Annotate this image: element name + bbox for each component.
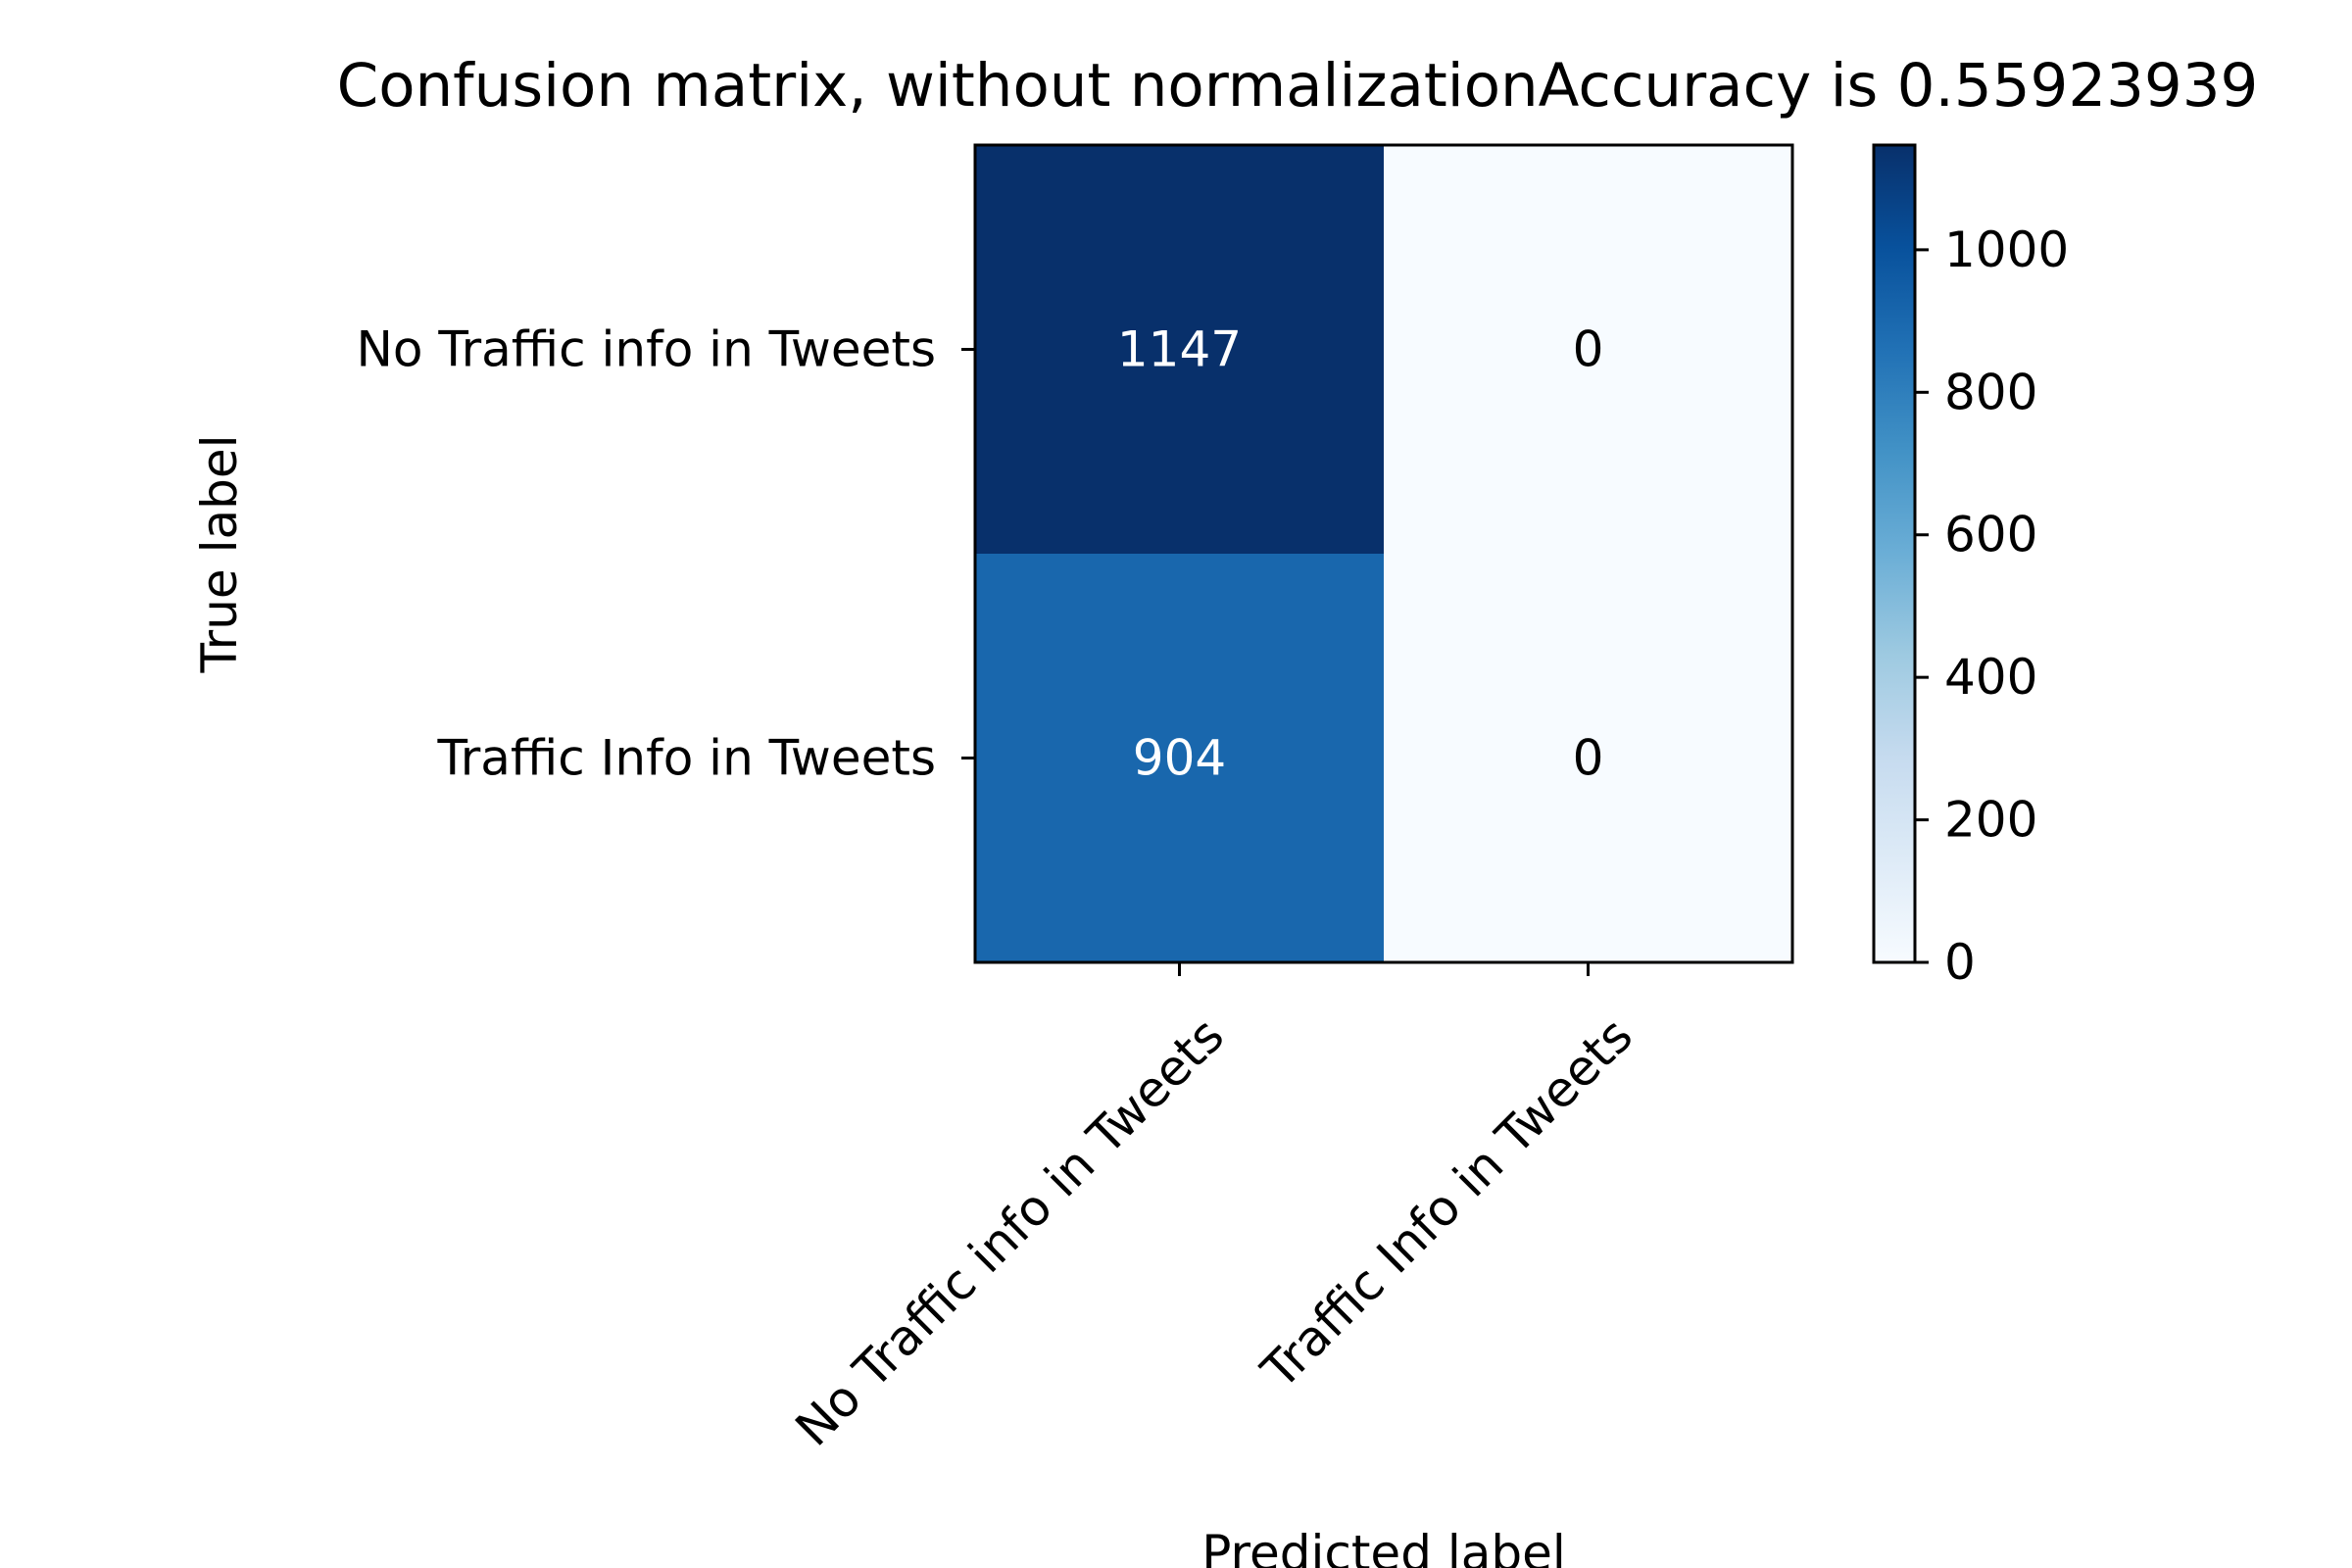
colorbar-tick-label: 800 bbox=[1944, 364, 2037, 420]
colorbar-frame bbox=[1872, 143, 1917, 964]
cell-value-label: 904 bbox=[1133, 730, 1226, 787]
colorbar-tick-label: 1000 bbox=[1944, 221, 2069, 278]
colorbar-tick-label: 400 bbox=[1944, 649, 2037, 706]
cell-value-label: 0 bbox=[1573, 321, 1604, 378]
heatmap-cell-r0-c0 bbox=[975, 145, 1384, 554]
heatmap-cells bbox=[975, 145, 1792, 962]
y-tick-label: No Traffic info in Tweets bbox=[357, 321, 936, 378]
heatmap-cell-r0-c1 bbox=[1384, 145, 1792, 554]
y-tick-label: Traffic Info in Tweets bbox=[437, 730, 936, 787]
chart-title: Confusion matrix, without normalizationA… bbox=[337, 51, 2259, 121]
plot-frame bbox=[973, 143, 1794, 964]
y-axis-label: True label bbox=[191, 434, 248, 673]
cell-value-labels: 1147 0 904 0 bbox=[1117, 321, 1604, 787]
colorbar-tick-label: 200 bbox=[1944, 792, 2037, 849]
colorbar: 0 200 400 600 800 1000 bbox=[1872, 143, 2069, 991]
heatmap-cell-r1-c1 bbox=[1384, 554, 1792, 962]
colorbar-tick-label: 600 bbox=[1944, 507, 2037, 564]
cell-value-label: 1147 bbox=[1117, 321, 1242, 378]
cell-value-label: 0 bbox=[1573, 730, 1604, 787]
y-axis: No Traffic info in Tweets Traffic Info in… bbox=[357, 321, 975, 787]
colorbar-gradient bbox=[1874, 145, 1915, 962]
heatmap-cell-r1-c0 bbox=[975, 554, 1384, 962]
colorbar-tick-label: 0 bbox=[1944, 934, 1976, 991]
x-axis-label: Predicted label bbox=[1201, 1525, 1566, 1568]
